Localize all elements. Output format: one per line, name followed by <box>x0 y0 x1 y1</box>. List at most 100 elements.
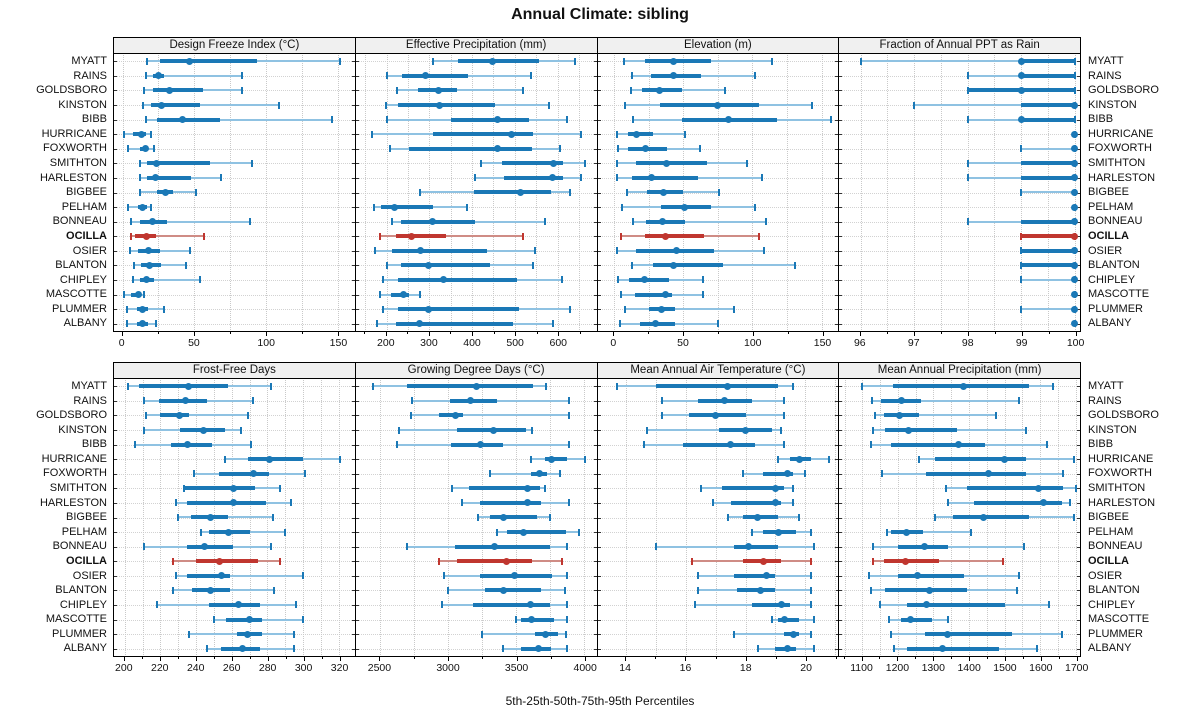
series-row-bigbee <box>356 510 597 525</box>
series-row-rains <box>839 394 1080 409</box>
h-gridline <box>840 192 1079 194</box>
y-axis-tick <box>593 61 597 63</box>
series-row-bibb <box>598 112 839 127</box>
series-row-kinston <box>839 98 1080 113</box>
p95-cap <box>529 72 532 80</box>
median-dot <box>783 470 791 478</box>
x-tick-label: 1500 <box>993 662 1017 674</box>
p95-cap <box>532 261 535 269</box>
y-axis-tick <box>351 517 355 519</box>
median-dot <box>503 557 511 565</box>
y-axis-tick <box>1077 648 1080 650</box>
p95-cap <box>465 203 468 211</box>
y-axis-tick <box>835 134 839 136</box>
p95-cap <box>565 543 568 551</box>
p5-cap <box>617 276 620 284</box>
p5-cap <box>620 232 623 240</box>
y-axis-tick <box>114 294 117 296</box>
y-axis-tick <box>597 90 601 92</box>
y-axis-tick <box>839 221 843 223</box>
y-axis-tick <box>355 517 359 519</box>
median-dot <box>985 470 993 478</box>
p95-cap <box>521 86 524 94</box>
p25-p75-bar <box>156 117 221 122</box>
x-tick-major <box>745 657 747 661</box>
median-dot <box>681 203 689 211</box>
p95-cap <box>566 616 569 624</box>
p5-cap <box>870 397 873 405</box>
p5-cap <box>145 411 148 419</box>
y-axis-tick <box>1077 634 1080 636</box>
y-axis-tick <box>835 119 839 121</box>
p5-cap <box>1020 305 1023 313</box>
series-row-kinston <box>598 98 839 113</box>
p5-cap <box>615 159 618 167</box>
p95-cap <box>521 232 524 240</box>
y-axis-tick <box>597 604 601 606</box>
p5-cap <box>946 499 949 507</box>
y-axis-tick <box>597 192 601 194</box>
site-label-foxworth: FOXWORTH <box>1088 467 1152 480</box>
h-gridline <box>356 459 596 461</box>
p25-p75-bar <box>659 103 760 108</box>
y-axis-tick <box>1077 430 1080 432</box>
site-label-pelham: PELHAM <box>61 525 107 538</box>
y-axis-tick <box>835 648 839 650</box>
median-dot <box>152 174 160 182</box>
y-axis-tick <box>593 221 597 223</box>
x-tick-major <box>267 657 269 661</box>
p95-cap <box>289 499 292 507</box>
series-row-mascotte <box>839 287 1080 302</box>
p5-cap <box>127 203 130 211</box>
series-row-albany <box>839 316 1080 331</box>
median-dot <box>721 397 729 405</box>
h-gridline <box>356 634 596 636</box>
series-row-goldsboro <box>598 408 839 423</box>
y-axis-tick <box>839 236 843 238</box>
series-row-bibb <box>114 112 355 127</box>
p95-cap <box>810 557 813 565</box>
series-row-kinston <box>598 423 839 438</box>
y-axis-tick <box>351 459 355 461</box>
y-axis-tick <box>114 488 117 490</box>
series-row-harleston <box>114 171 355 186</box>
y-axis-tick <box>593 148 597 150</box>
series-row-osier <box>598 244 839 259</box>
median-dot <box>494 145 502 153</box>
y-axis-tick <box>839 148 843 150</box>
v-gridline <box>715 380 717 655</box>
p5-cap <box>193 470 196 478</box>
y-axis-tick <box>355 279 359 281</box>
v-gridline <box>265 55 267 330</box>
x-tick-minor <box>879 657 881 659</box>
median-dot <box>527 601 535 609</box>
x-tick-label: 2500 <box>367 662 392 674</box>
p25-p75-bar <box>398 103 495 108</box>
p95-cap <box>194 188 197 196</box>
h-gridline <box>598 619 838 621</box>
median-dot <box>235 601 243 609</box>
p5-cap <box>431 57 434 65</box>
series-row-bonneau <box>114 539 355 554</box>
y-axis-tick <box>597 400 601 402</box>
series-row-goldsboro <box>356 83 597 98</box>
series-row-chipley <box>356 598 597 613</box>
p5-cap <box>175 572 178 580</box>
series-row-smithton <box>839 156 1080 171</box>
y-axis-tick <box>597 444 601 446</box>
y-axis-tick <box>1077 163 1080 165</box>
series-row-ocilla <box>356 229 597 244</box>
y-axis-tick <box>597 323 601 325</box>
p95-cap <box>783 441 786 449</box>
series-row-albany <box>356 641 597 656</box>
median-dot <box>1034 484 1042 492</box>
y-axis-tick <box>593 279 597 281</box>
v-gridline <box>655 380 657 655</box>
label-spacer <box>0 362 113 379</box>
p25-p75-bar <box>1021 175 1075 180</box>
y-axis-tick <box>114 148 117 150</box>
y-axis-tick <box>351 119 355 121</box>
p95-cap <box>1074 484 1077 492</box>
median-dot <box>399 291 407 299</box>
median-dot <box>265 455 273 463</box>
